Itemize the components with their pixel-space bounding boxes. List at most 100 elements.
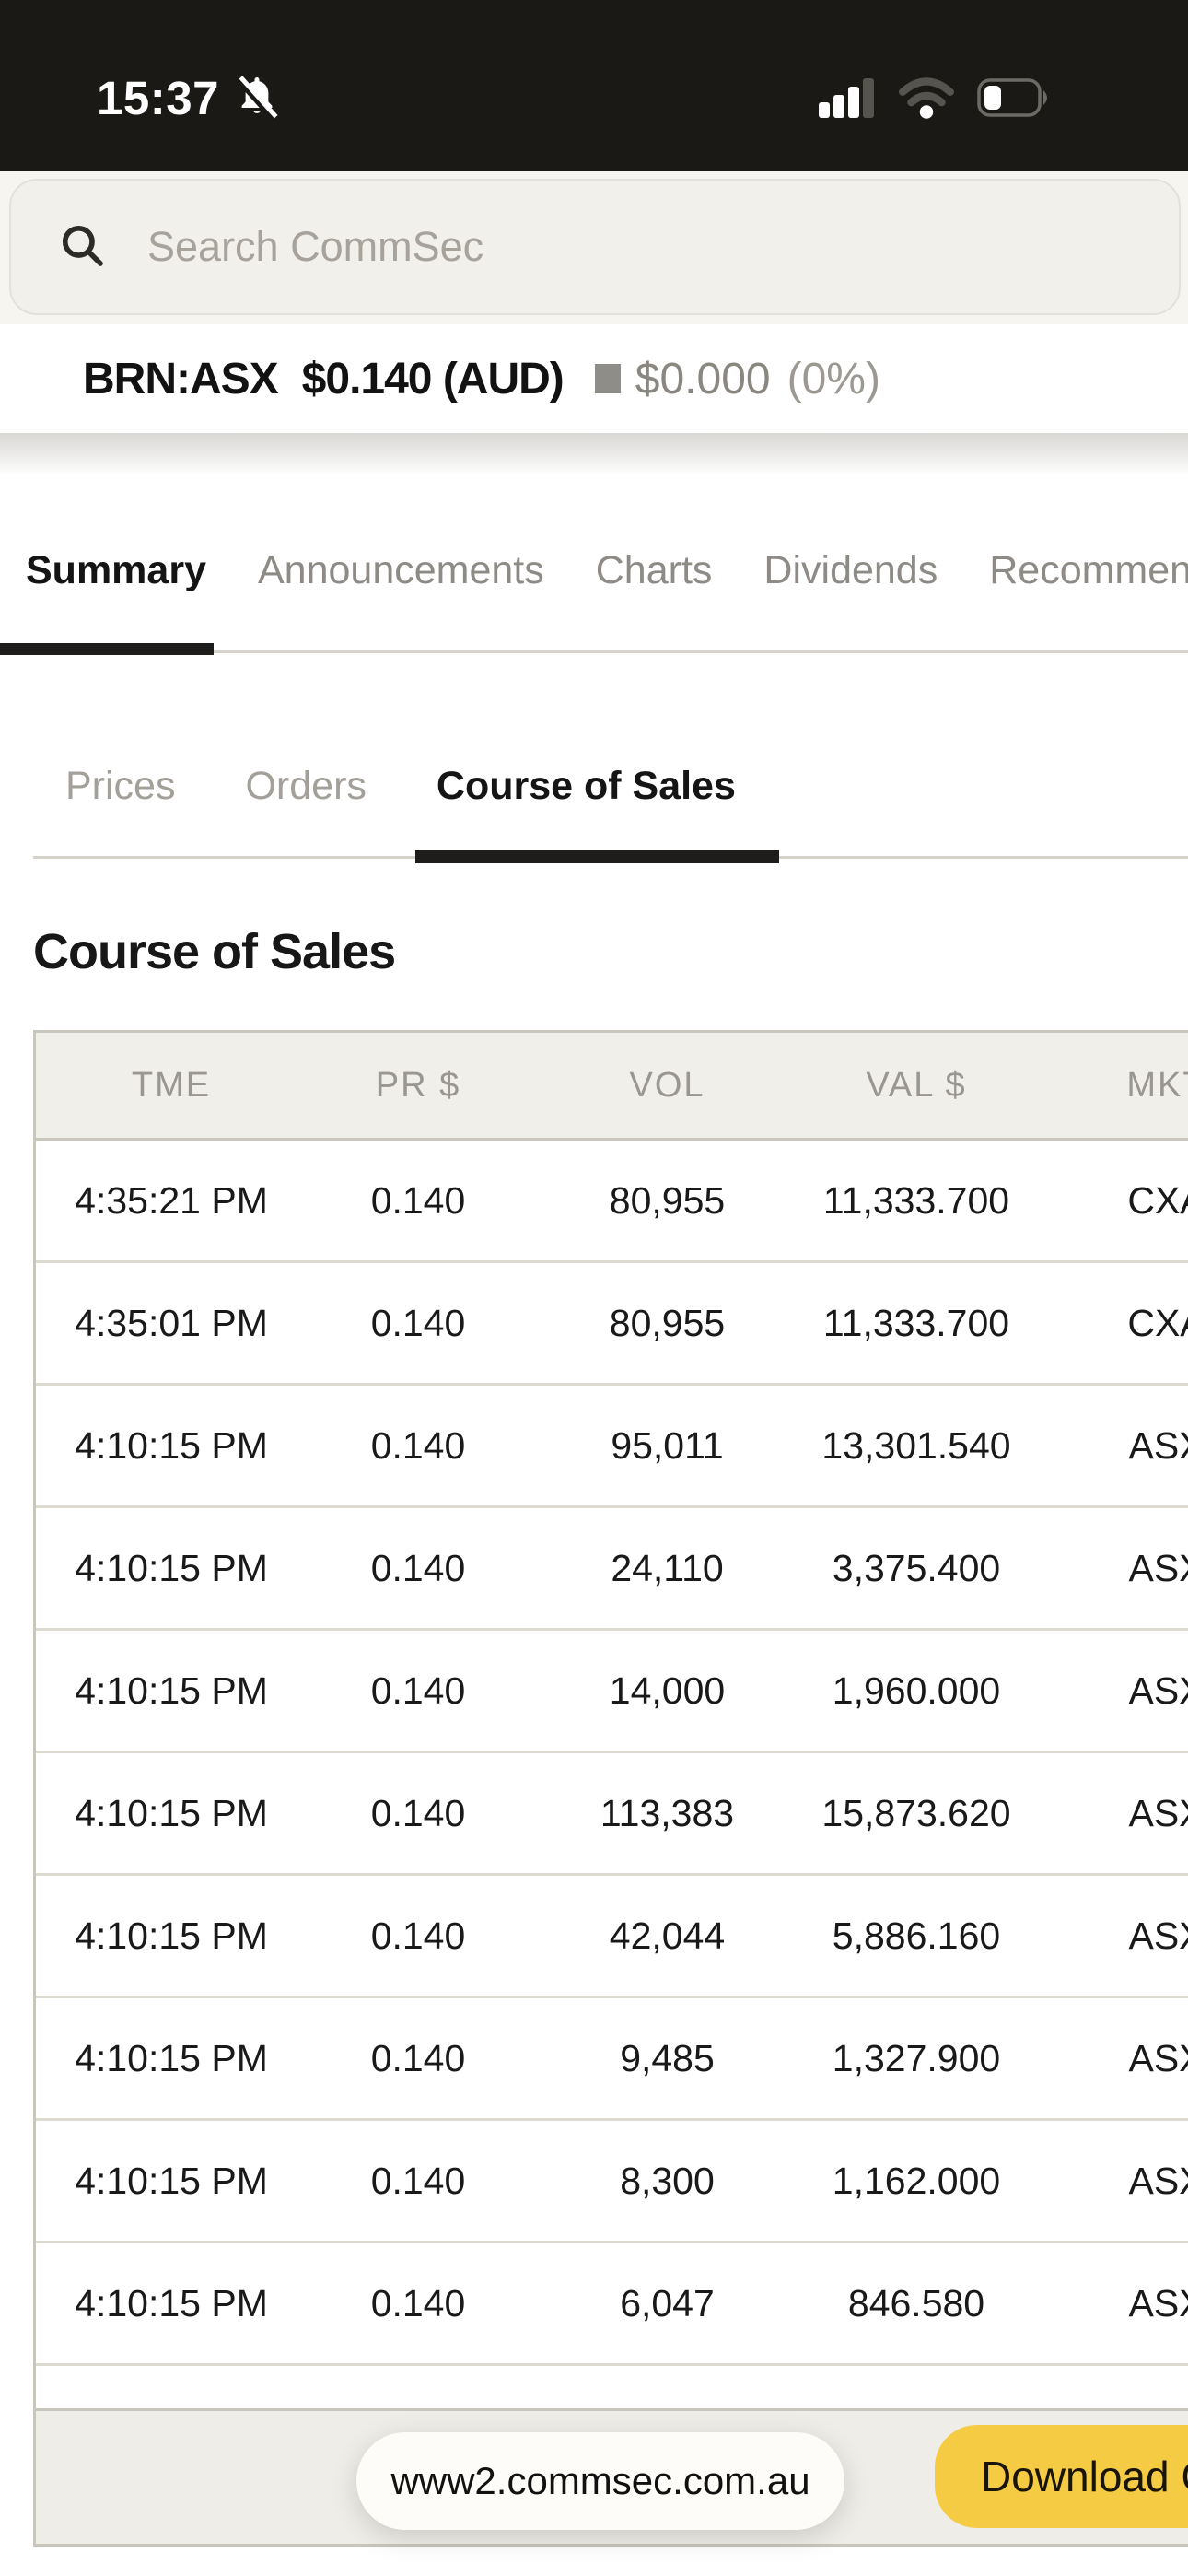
table-row: 4:35:21 PM 0.140 80,955 11,333.700 CXA [36, 1141, 1188, 1263]
column-header-time: TME [131, 1065, 212, 1105]
cell-time: 4:10:15 PM [75, 1791, 268, 1834]
cell-volume: 8,300 [620, 2159, 715, 2202]
subtab-prices[interactable]: Prices [65, 763, 176, 808]
table-row: 4:10:15 PM 0.140 8,300 1,162.000 ASX [36, 2121, 1188, 2243]
cell-value: 1,327.900 [832, 2036, 1001, 2079]
course-of-sales-table[interactable]: TME PR $ VOL VAL $ MKT 4:35:21 PM 0.140 … [33, 1030, 1188, 2547]
price-change-percent: (0%) [786, 354, 880, 404]
table-header-row: TME PR $ VOL VAL $ MKT [36, 1033, 1188, 1141]
cell-value: 15,873.620 [821, 1791, 1011, 1834]
stock-symbol: BRN:ASX [83, 354, 279, 404]
price-change: $0.000 [635, 354, 771, 404]
cell-time: 4:10:15 PM [75, 1423, 268, 1467]
cell-time: 4:10:15 PM [75, 2036, 268, 2079]
table-body: 4:35:21 PM 0.140 80,955 11,333.700 CXA 4… [36, 1141, 1188, 2366]
sticky-header-shadow [0, 433, 1188, 475]
tab-dividends[interactable]: Dividends [763, 547, 938, 592]
address-bar-url: www2.commsec.com.au [390, 2459, 810, 2502]
column-header-value: VAL $ [866, 1065, 967, 1105]
address-bar-pill[interactable]: www2.commsec.com.au [356, 2432, 844, 2530]
status-bar-left: 15:37 [97, 71, 282, 125]
search-placeholder: Search CommSec [147, 223, 484, 270]
page-title: Course of Sales [33, 924, 396, 979]
cell-time: 4:10:15 PM [75, 1669, 268, 1712]
cellular-signal-icon [819, 78, 874, 118]
cell-value: 13,301.540 [821, 1423, 1011, 1467]
table-row: 4:10:15 PM 0.140 14,000 1,960.000 ASX [36, 1631, 1188, 1753]
cell-market: ASX [1128, 1423, 1188, 1467]
wifi-icon [899, 77, 954, 119]
cell-market: ASX [1128, 2159, 1188, 2202]
search-bar-section: Search CommSec [0, 171, 1188, 324]
cell-value: 11,333.700 [822, 1301, 1010, 1344]
quote-header: BRN:ASX $0.140 (AUD) $0.000 (0%) [0, 324, 1188, 433]
cell-time: 4:10:15 PM [75, 1914, 268, 1957]
table-empty-row [36, 2366, 1188, 2408]
column-header-volume: VOL [629, 1065, 705, 1105]
cell-market: ASX [1128, 2036, 1188, 2079]
cell-time: 4:10:15 PM [75, 1546, 268, 1589]
search-input[interactable]: Search CommSec [9, 179, 1181, 315]
cell-time: 4:35:01 PM [75, 1301, 268, 1344]
cell-market: CXA [1127, 1301, 1188, 1344]
cell-time: 4:10:15 PM [75, 2281, 268, 2324]
table-row: 4:10:15 PM 0.140 6,047 846.580 ASX [36, 2243, 1188, 2366]
cell-market: ASX [1128, 1669, 1188, 1712]
cell-time: 4:35:21 PM [75, 1178, 268, 1222]
cell-price: 0.140 [370, 1301, 466, 1344]
table-row: 4:10:15 PM 0.140 42,044 5,886.160 ASX [36, 1876, 1188, 1998]
cell-volume: 6,047 [620, 2281, 715, 2324]
cell-market: ASX [1128, 1546, 1188, 1589]
main-tabs: Summary Announcements Charts Dividends R… [0, 472, 1188, 655]
bell-slash-icon [236, 76, 278, 122]
cell-volume: 14,000 [609, 1669, 726, 1712]
cell-price: 0.140 [370, 1669, 466, 1712]
cell-value: 1,162.000 [832, 2159, 1001, 2202]
subtab-orders[interactable]: Orders [245, 763, 367, 808]
cell-price: 0.140 [370, 1791, 466, 1834]
tab-summary[interactable]: Summary [26, 547, 206, 592]
cell-value: 5,886.160 [832, 1914, 1001, 1957]
cell-volume: 80,955 [609, 1301, 726, 1344]
search-icon [62, 225, 103, 266]
sub-tabs: Prices Orders Course of Sales [33, 697, 1188, 863]
download-button-label: Download C [981, 2453, 1188, 2500]
cell-volume: 42,044 [609, 1914, 726, 1957]
cell-volume: 113,383 [600, 1791, 735, 1834]
cell-price: 0.140 [370, 1546, 466, 1589]
download-button[interactable]: Download C [935, 2425, 1188, 2528]
tab-recommendations[interactable]: Recommendations [989, 548, 1188, 593]
active-subtab-underline [415, 850, 779, 863]
tab-announcements[interactable]: Announcements [257, 547, 544, 592]
status-time: 15:37 [97, 71, 219, 124]
cell-value: 11,333.700 [822, 1178, 1010, 1222]
cell-price: 0.140 [370, 1423, 466, 1467]
no-change-square-icon [594, 364, 621, 393]
cell-market: CXA [1127, 1178, 1188, 1222]
cell-price: 0.140 [370, 1178, 466, 1222]
cell-value: 846.580 [847, 2281, 985, 2324]
subtab-course-of-sales[interactable]: Course of Sales [436, 763, 736, 808]
status-bar: 15:37 [0, 0, 1188, 171]
battery-icon [977, 78, 1047, 117]
stock-price: $0.140 (AUD) [301, 354, 565, 404]
table-row: 4:10:15 PM 0.140 24,110 3,375.400 ASX [36, 1508, 1188, 1631]
table-row: 4:10:15 PM 0.140 95,011 13,301.540 ASX [36, 1386, 1188, 1508]
cell-price: 0.140 [370, 2036, 466, 2079]
cell-value: 1,960.000 [832, 1669, 1001, 1712]
table-row: 4:10:15 PM 0.140 9,485 1,327.900 ASX [36, 1998, 1188, 2121]
active-tab-underline [0, 643, 214, 655]
table-row: 4:10:15 PM 0.140 113,383 15,873.620 ASX [36, 1753, 1188, 1876]
cell-time: 4:10:15 PM [75, 2159, 268, 2202]
table-inner: TME PR $ VOL VAL $ MKT 4:35:21 PM 0.140 … [33, 1030, 1188, 2547]
cell-volume: 95,011 [611, 1423, 724, 1467]
column-header-market: MKT [1126, 1065, 1188, 1105]
cell-price: 0.140 [370, 2159, 466, 2202]
tab-charts[interactable]: Charts [595, 547, 713, 592]
cell-volume: 9,485 [620, 2036, 715, 2079]
cell-market: ASX [1128, 1914, 1188, 1957]
cell-volume: 80,955 [609, 1178, 726, 1222]
cell-market: ASX [1128, 2281, 1188, 2324]
cell-market: ASX [1128, 1791, 1188, 1834]
